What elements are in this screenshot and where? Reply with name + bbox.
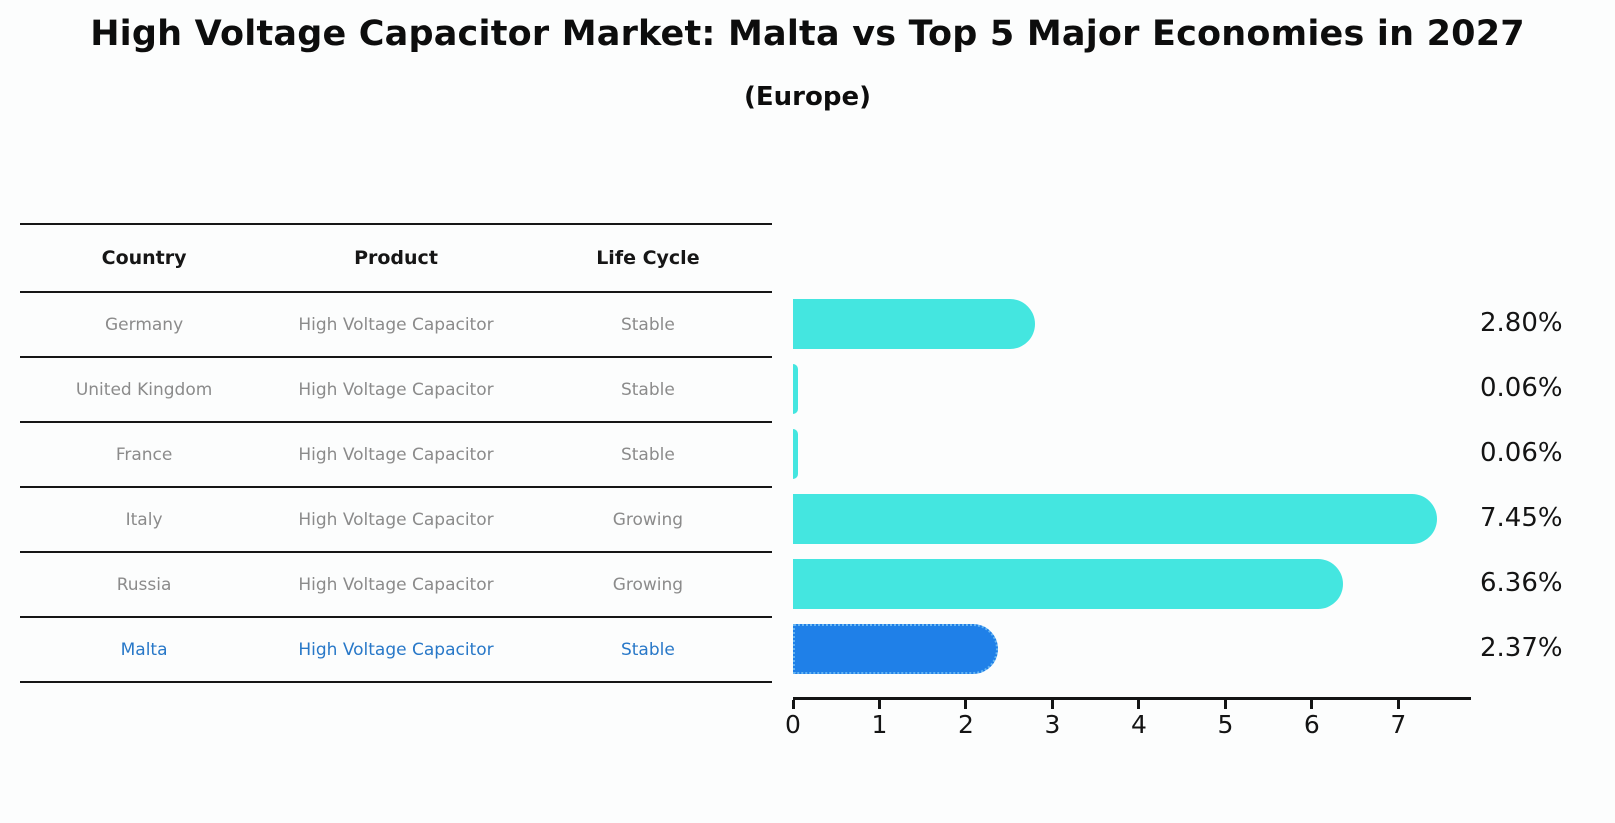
- value-label-russia: 6.36%: [1480, 568, 1563, 598]
- table-row-united-kingdom: United Kingdom High Voltage Capacitor St…: [20, 358, 772, 423]
- x-axis-tick: [964, 700, 968, 709]
- value-label-italy: 7.45%: [1480, 503, 1563, 533]
- bar-united-kingdom: [793, 363, 799, 414]
- column-header-country: Country: [101, 247, 187, 269]
- cell-life-cycle: Stable: [620, 379, 675, 400]
- cell-country: Malta: [120, 639, 168, 660]
- cell-life-cycle: Stable: [620, 314, 675, 335]
- table-row-italy: Italy High Voltage Capacitor Growing: [20, 488, 772, 553]
- cell-life-cycle: Growing: [612, 574, 684, 595]
- value-label-malta: 2.37%: [1480, 633, 1563, 663]
- cell-country: Italy: [125, 509, 163, 530]
- x-axis-tick: [1223, 700, 1227, 709]
- column-header-product: Product: [354, 247, 438, 269]
- x-axis-tick: [1396, 700, 1400, 709]
- cell-life-cycle: Stable: [620, 444, 675, 465]
- table-row-france: France High Voltage Capacitor Stable: [20, 423, 772, 488]
- cell-life-cycle: Growing: [612, 509, 684, 530]
- bar-italy: [793, 493, 1438, 544]
- x-axis-tick-label: 1: [871, 710, 888, 739]
- x-axis-tick-label: 5: [1217, 710, 1234, 739]
- cell-product: High Voltage Capacitor: [298, 639, 494, 660]
- x-axis-tick: [1137, 700, 1141, 709]
- x-axis-tick-label: 7: [1390, 710, 1407, 739]
- x-axis-tick: [791, 700, 795, 709]
- cell-product: High Voltage Capacitor: [298, 314, 494, 335]
- x-axis-tick-label: 2: [958, 710, 974, 739]
- bar-germany: [793, 298, 1036, 349]
- x-axis-tick: [877, 700, 881, 709]
- x-axis-tick-label: 4: [1130, 710, 1147, 739]
- cell-country: Germany: [105, 314, 184, 335]
- value-label-germany: 2.80%: [1480, 308, 1563, 338]
- cell-life-cycle: Stable: [620, 639, 675, 660]
- value-label-france: 0.06%: [1480, 438, 1563, 468]
- cell-product: High Voltage Capacitor: [298, 379, 494, 400]
- cell-country: United Kingdom: [75, 379, 213, 400]
- cell-country: Russia: [116, 574, 172, 595]
- x-axis-tick: [1050, 700, 1054, 709]
- chart-title: High Voltage Capacitor Market: Malta vs …: [90, 14, 1525, 54]
- cell-country: France: [115, 444, 173, 465]
- x-axis-tick-label: 3: [1044, 710, 1061, 739]
- x-axis-tick: [1310, 700, 1314, 709]
- column-header-life-cycle: Life Cycle: [596, 247, 700, 269]
- cell-product: High Voltage Capacitor: [298, 444, 494, 465]
- x-axis: 0 1 2 3 4 5 6 7: [785, 697, 1471, 745]
- table-header-row: Country Product Life Cycle: [20, 225, 772, 293]
- cell-product: High Voltage Capacitor: [298, 574, 494, 595]
- chart-subtitle: (Europe): [744, 82, 871, 112]
- bar-plot-area: [793, 291, 1471, 683]
- table-row-germany: Germany High Voltage Capacitor Stable: [20, 293, 772, 358]
- bar-france: [793, 428, 799, 479]
- x-axis-line: [793, 697, 1471, 700]
- value-label-united-kingdom: 0.06%: [1480, 373, 1563, 403]
- table-row-malta: Malta High Voltage Capacitor Stable: [20, 618, 772, 683]
- bar-russia: [793, 558, 1343, 609]
- x-axis-tick-label: 0: [785, 710, 801, 739]
- x-axis-tick-label: 6: [1303, 710, 1320, 739]
- bar-malta: [793, 623, 998, 674]
- comparison-table: Country Product Life Cycle Germany High …: [20, 223, 772, 683]
- cell-product: High Voltage Capacitor: [298, 509, 494, 530]
- table-row-russia: Russia High Voltage Capacitor Growing: [20, 553, 772, 618]
